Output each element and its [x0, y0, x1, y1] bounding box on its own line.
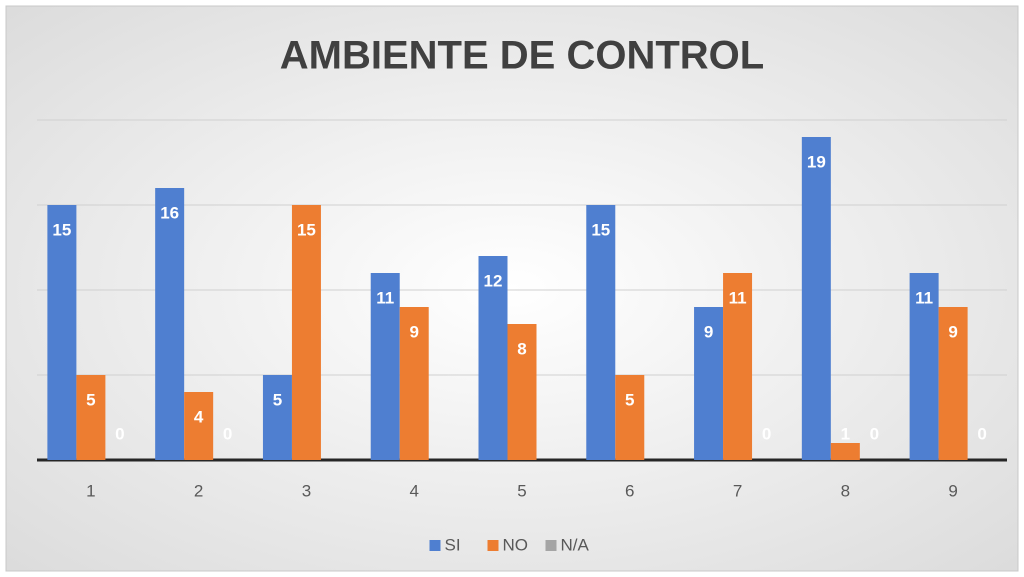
x-tick-label: 8: [841, 481, 850, 500]
x-tick-label: 3: [302, 481, 311, 500]
x-tick-label: 9: [948, 481, 957, 500]
data-label: 0: [870, 424, 879, 443]
bar: [694, 307, 724, 460]
data-label: 15: [52, 220, 71, 239]
bar: [184, 392, 214, 460]
data-label: 11: [376, 288, 394, 307]
legend-label: NO: [503, 535, 529, 554]
data-label: 11: [915, 288, 933, 307]
bar: [76, 375, 106, 460]
bar: [801, 137, 831, 460]
x-tick-label: 5: [517, 481, 526, 500]
bar: [155, 188, 185, 460]
bar: [938, 307, 968, 460]
legend-label: N/A: [561, 535, 590, 554]
legend-swatch: [429, 540, 441, 551]
data-label: 15: [591, 220, 610, 239]
bar: [507, 324, 537, 460]
data-label: 0: [762, 424, 771, 443]
data-label: 0: [223, 424, 232, 443]
x-tick-label: 2: [194, 481, 203, 500]
data-label: 16: [160, 203, 179, 222]
x-tick-label: 4: [409, 481, 418, 500]
data-label: 9: [948, 322, 957, 341]
data-label: 9: [409, 322, 418, 341]
bar: [399, 307, 429, 460]
x-tick-label: 7: [733, 481, 742, 500]
legend-swatch: [487, 540, 499, 551]
legend-swatch: [545, 540, 557, 551]
x-tick-label: 6: [625, 481, 634, 500]
data-label: 0: [115, 424, 124, 443]
bar: [291, 205, 321, 460]
data-label: 1: [841, 424, 850, 443]
bar: [723, 273, 753, 460]
data-label: 11: [729, 288, 747, 307]
bar: [47, 205, 77, 460]
bar: [615, 375, 645, 460]
data-label: 5: [86, 390, 95, 409]
bar: [478, 256, 508, 460]
legend-label: SI: [445, 535, 461, 554]
bar: [830, 443, 860, 460]
data-label: 15: [297, 220, 316, 239]
chart-title: AMBIENTE DE CONTROL: [280, 34, 764, 78]
data-label: 19: [807, 152, 826, 171]
data-label: 8: [517, 339, 526, 358]
bar: [586, 205, 616, 460]
data-label: 5: [273, 390, 282, 409]
data-label: 5: [625, 390, 634, 409]
legend: SI NO N/A: [429, 535, 590, 554]
bar: [909, 273, 939, 460]
bar: [370, 273, 400, 460]
data-label: 4: [194, 407, 204, 426]
data-label: 0: [977, 424, 986, 443]
x-tick-label: 1: [86, 481, 95, 500]
bar: [262, 375, 292, 460]
data-label: 12: [484, 271, 503, 290]
data-label: 9: [704, 322, 713, 341]
